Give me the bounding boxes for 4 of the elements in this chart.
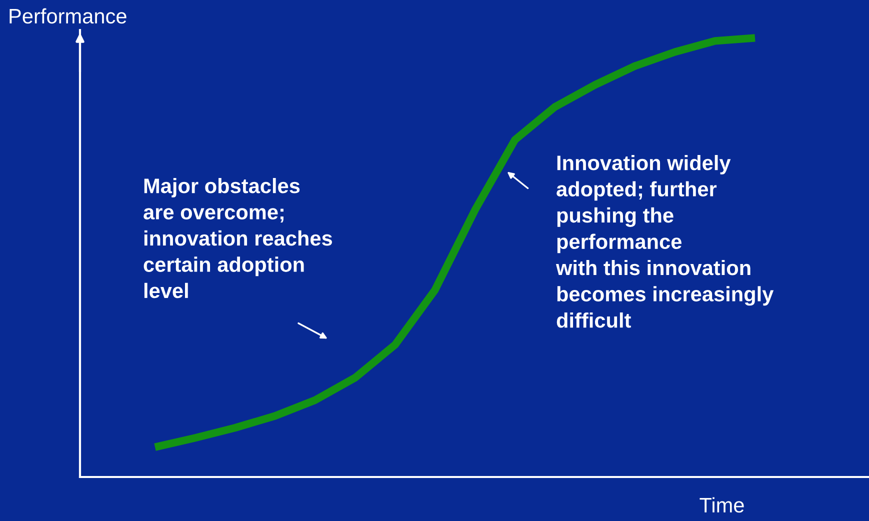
annotation: Innovation widely adopted; further pushing the performance with this innovation becomes increasingly difficult xyxy=(556,155,774,328)
annotation: Major obstacles are overcome; innovation reaches certain adoption level xyxy=(144,178,332,298)
y-axis-title: Performance xyxy=(10,8,126,24)
x-axis-title: Time xyxy=(700,497,744,513)
